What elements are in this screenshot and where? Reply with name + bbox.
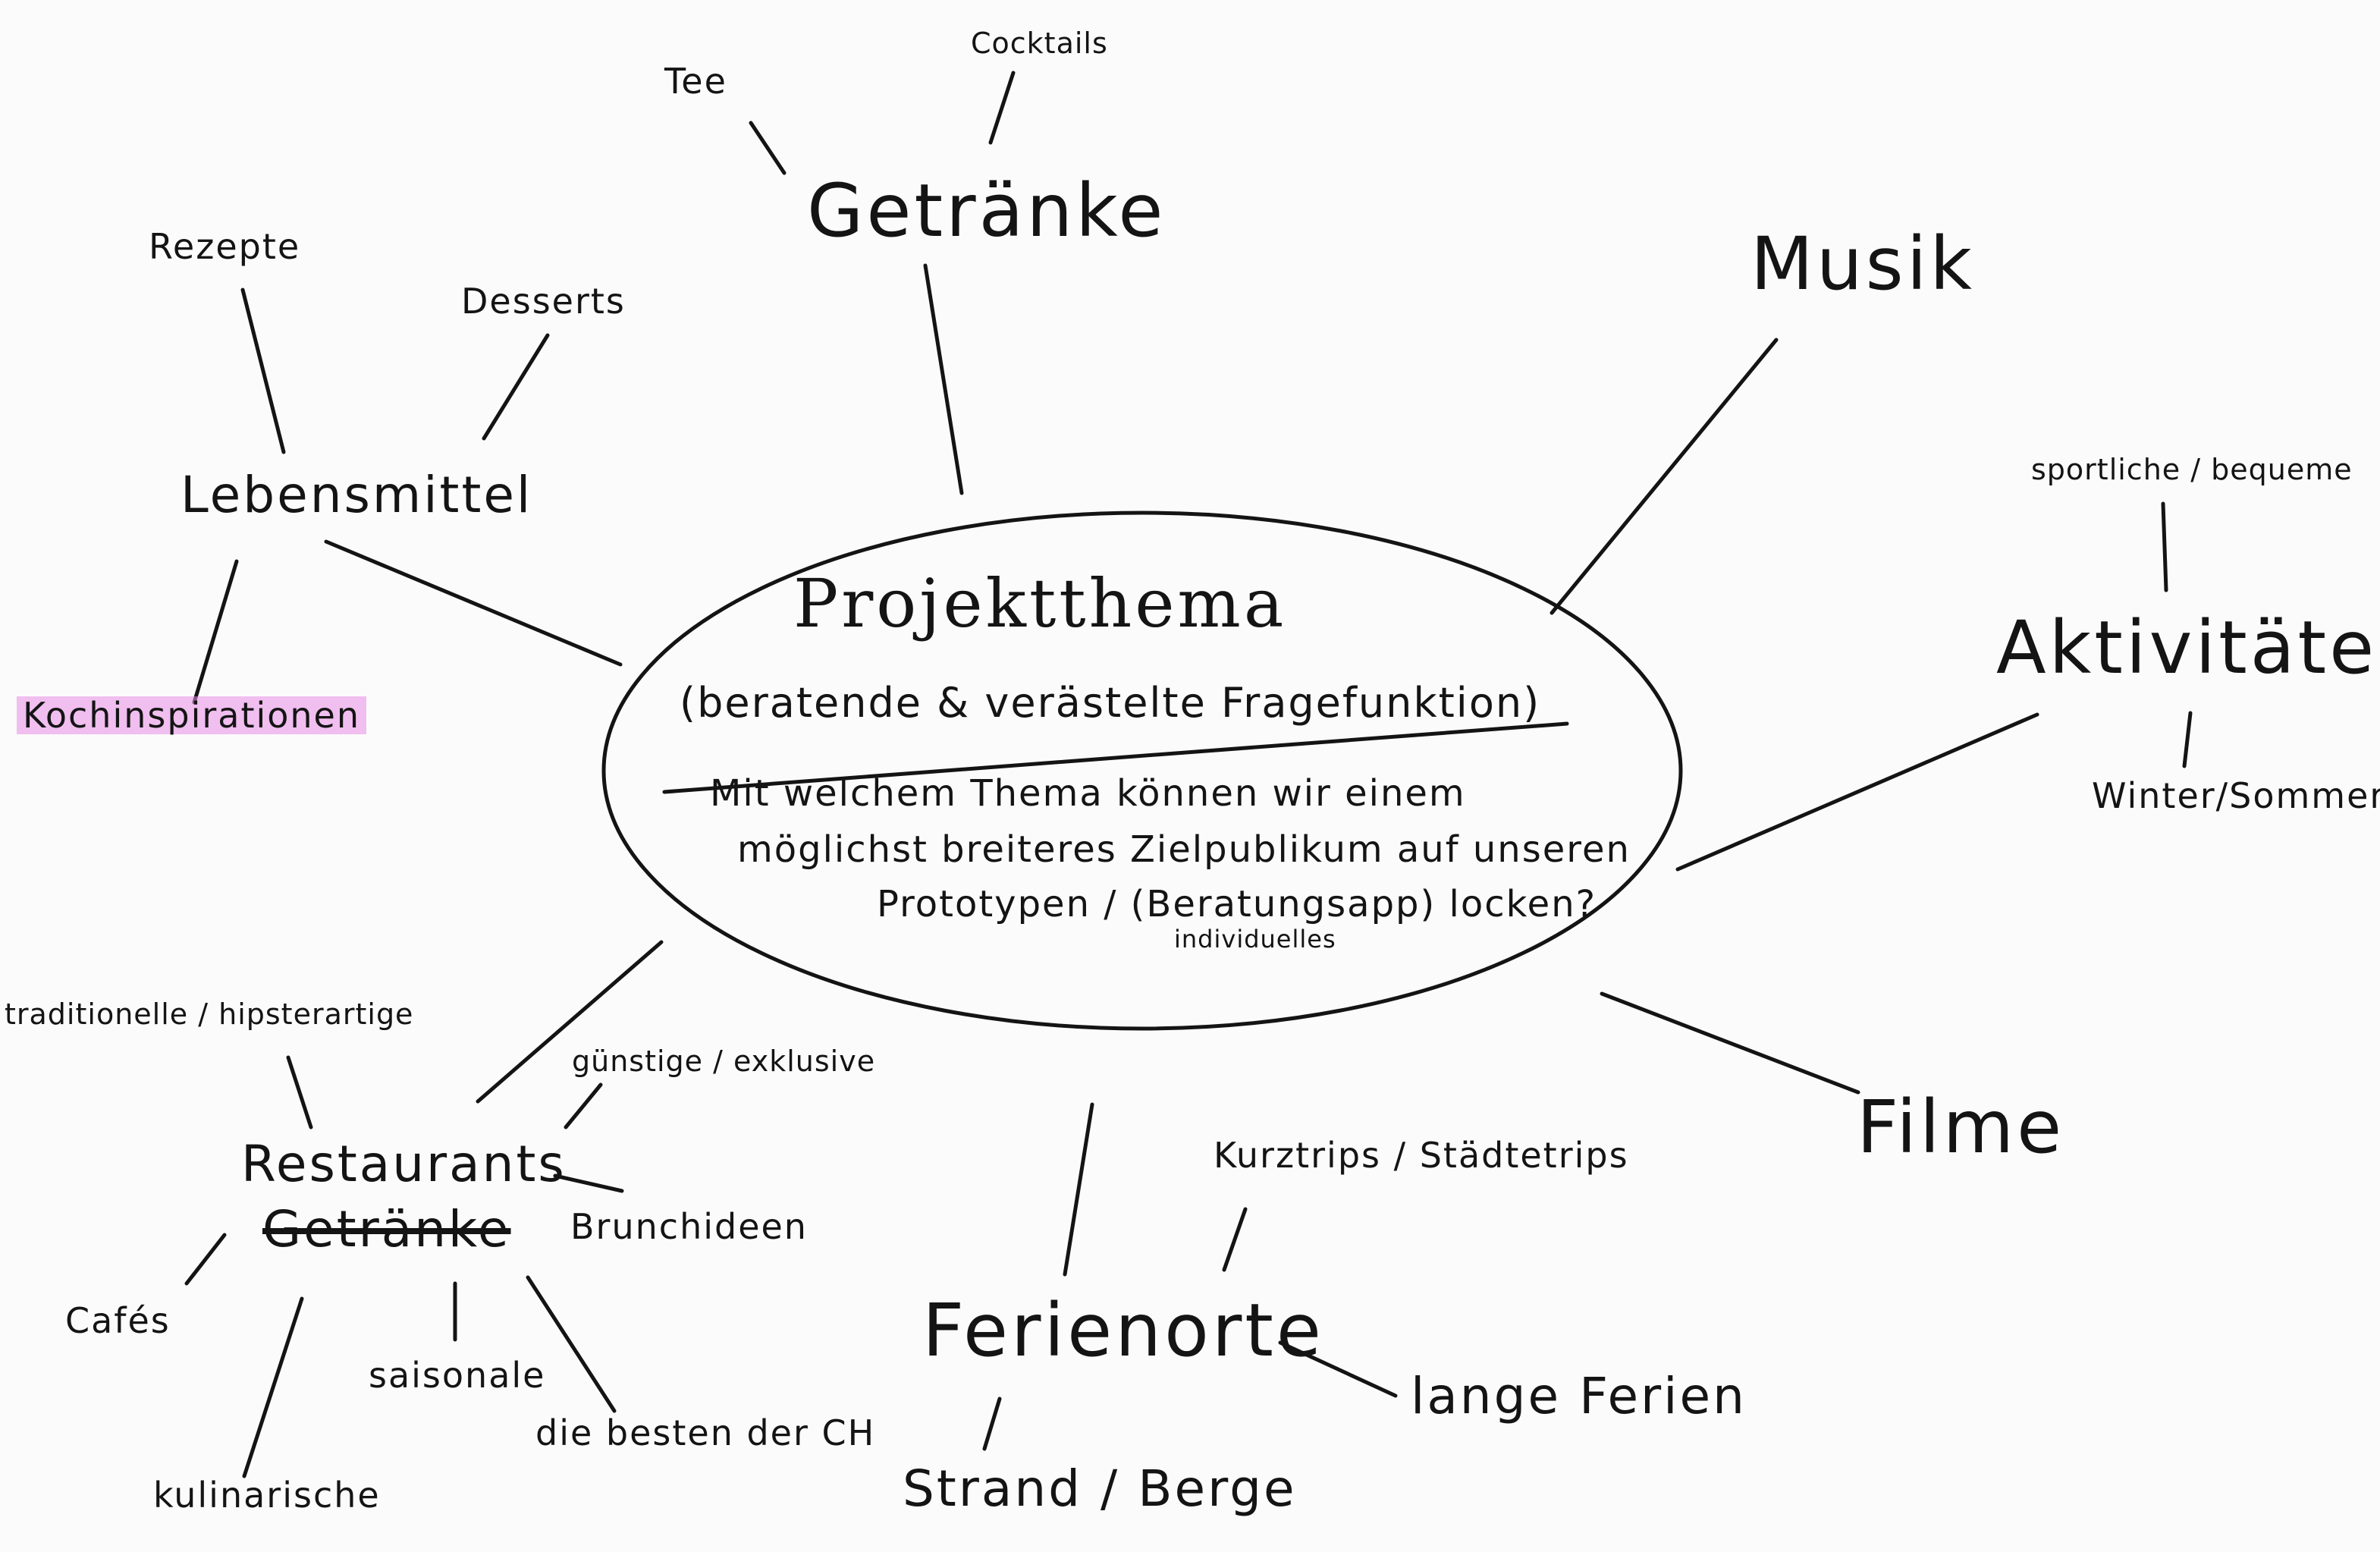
node-brunchideen: Brunchideen xyxy=(570,1206,808,1247)
line-winter xyxy=(2182,711,2193,768)
line-kochinspirationen xyxy=(192,559,239,705)
line-ferienorte xyxy=(1063,1102,1094,1277)
node-tee: Tee xyxy=(664,61,727,102)
line-lebensmittel xyxy=(324,539,623,667)
line-traditionelle xyxy=(286,1055,313,1129)
node-strand-berge: Strand / Berge xyxy=(903,1459,1297,1518)
line-brunch xyxy=(553,1173,624,1193)
node-winter-sommer: Winter/Sommer xyxy=(2092,775,2380,816)
center-title: Projektthema xyxy=(793,564,1287,642)
center-question-line-2: möglichst breiteres Zielpublikum auf uns… xyxy=(737,828,1631,871)
node-musik: Musik xyxy=(1750,221,1975,306)
center-subtitle: (beratende & verästelte Fragefunktion) xyxy=(680,679,1541,727)
node-kurztrips: Kurztrips / Städtetrips xyxy=(1214,1135,1629,1176)
center-question-line-3: Prototypen / (Beratungsapp) locken? xyxy=(877,883,1597,925)
line-aktivitaeten xyxy=(1675,712,2039,872)
line-cocktails xyxy=(988,71,1016,145)
line-strand xyxy=(982,1396,1002,1451)
line-kurztrips xyxy=(1222,1207,1248,1272)
line-kulinarische xyxy=(242,1296,304,1478)
line-guenstige xyxy=(564,1082,603,1129)
center-divider xyxy=(662,721,1569,794)
node-lange-ferien: lange Ferien xyxy=(1411,1367,1747,1425)
node-filme: Filme xyxy=(1857,1085,2065,1170)
center-insert-note: individuelles xyxy=(1174,925,1336,954)
line-tee xyxy=(749,121,787,175)
node-sportliche-bequeme: sportliche / bequeme xyxy=(2031,453,2353,486)
node-crossed-getraenke: Getränke xyxy=(262,1200,511,1258)
node-saisonale: saisonale xyxy=(369,1355,546,1396)
line-getraenke xyxy=(923,263,964,495)
line-restaurants xyxy=(476,940,664,1104)
center-question-line-1: Mit welchem Thema können wir einem xyxy=(710,772,1466,815)
node-rezepte: Rezepte xyxy=(149,226,301,267)
node-guenstige: günstige / exklusive xyxy=(572,1045,876,1078)
node-die-besten-der-ch: die besten der CH xyxy=(535,1412,876,1453)
node-desserts: Desserts xyxy=(461,281,626,322)
line-rezepte xyxy=(240,287,286,454)
node-cocktails: Cocktails xyxy=(971,27,1108,60)
center-ellipse xyxy=(601,511,1683,1031)
node-aktivitaeten: Aktivitäten xyxy=(1996,605,2380,690)
line-cafes xyxy=(184,1233,227,1286)
line-sportliche xyxy=(2161,501,2168,592)
node-kulinarische: kulinarische xyxy=(153,1475,381,1516)
node-traditionelle: traditionelle / hipsterartige xyxy=(5,997,414,1031)
node-ferienorte: Ferienorte xyxy=(922,1288,1324,1373)
line-desserts xyxy=(482,333,550,441)
node-kochinspirationen: Kochinspirationen xyxy=(17,696,367,734)
line-beste xyxy=(526,1275,617,1413)
node-cafes: Cafés xyxy=(65,1300,171,1341)
node-lebensmittel: Lebensmittel xyxy=(181,466,533,524)
line-lange xyxy=(1278,1340,1398,1398)
line-musik xyxy=(1550,338,1779,615)
line-filme xyxy=(1600,991,1860,1095)
node-restaurants: Restaurants xyxy=(241,1135,567,1193)
node-getraenke: Getränke xyxy=(807,168,1166,253)
